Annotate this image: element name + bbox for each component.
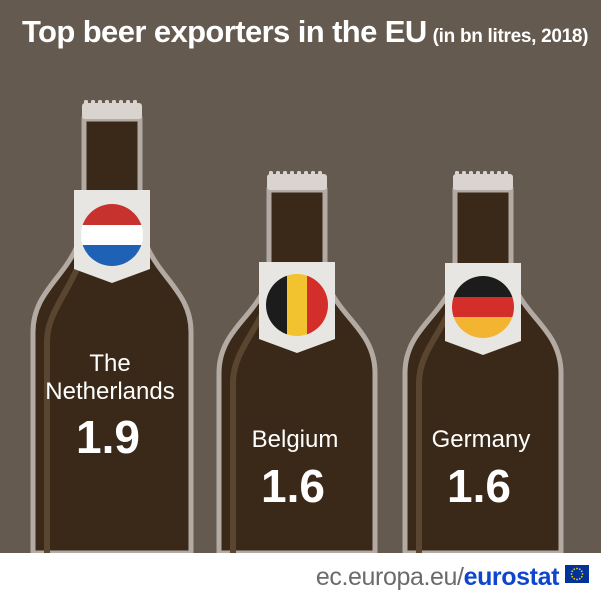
flag-stripe [81,204,143,225]
bottle-cap-2 [453,174,513,191]
eu-flag-star [571,575,574,578]
bottle-cap-ridge [318,171,322,177]
eu-flag-star [570,573,573,575]
category-label: The [89,350,130,377]
flag-stripe [81,245,143,266]
eu-flag-star [580,575,583,578]
bottle-cap-ridge [497,171,501,177]
bottle-cap-ridge [455,171,459,177]
eu-flag-star [576,567,578,570]
flag-stripe [307,274,328,336]
flag-stripe [287,274,307,336]
eu-flag-field [565,565,589,583]
footer-brand: eurostat [463,563,560,591]
category-label: Belgium [252,426,339,453]
bottle-cap-ridge [126,100,130,105]
eu-flag-star [573,577,576,580]
value-label: 1.9 [76,411,140,463]
flag-stripe [452,297,514,317]
bottle-cap-ridge [469,171,473,177]
bottle-cap-ridge [504,171,508,177]
flag-stripe [81,225,143,245]
bottle-cap-ridge [91,100,95,105]
bottle-cap-ridge [483,171,487,177]
chart-title: Top beer exporters in the EU [22,14,427,49]
bottle-cap-0 [82,103,142,119]
category-label: Netherlands [45,378,174,405]
eu-flag-star [576,578,578,581]
bottle-cap-ridge [98,100,102,105]
footer-site: ec.europa.eu/ [315,563,464,591]
footer: ec.europa.eu/eurostat [0,553,601,601]
flag-stripe [266,274,287,336]
category-label: Germany [432,426,531,453]
bottle-cap-ridge [119,100,123,105]
belgium-flag [266,274,328,336]
bottle-cap-ridge [311,171,315,177]
bottle-cap-ridge [297,171,301,177]
bottle-cap-ridge [269,171,273,177]
bottle-cap-ridge [304,171,308,177]
bottle-cap-1 [267,174,327,191]
bottle-cap-ridge [290,171,294,177]
bottle-cap-ridge [105,100,109,105]
bottle-cap-ridge [490,171,494,177]
eu-flag-icon [565,565,589,583]
value-label: 1.6 [261,460,325,512]
germany-flag [452,276,514,338]
eu-flag-star [573,568,576,571]
eu-flag-star [581,573,584,575]
bottle-cap-ridge [476,171,480,177]
bottle-cap-ridge [276,171,280,177]
flag-stripe [452,276,514,297]
eu-flag-star [571,570,574,573]
netherlands-flag [81,204,143,266]
value-label: 1.6 [447,460,511,512]
eu-flag-star [578,577,581,580]
bottle-cap-ridge [133,100,137,105]
bottle-cap-ridge [84,100,88,105]
bottle-cap-ridge [283,171,287,177]
chart-subtitle: (in bn litres, 2018) [432,26,589,47]
footer-url[interactable]: ec.europa.eu/eurostat [315,563,560,592]
bottle-cap-ridge [112,100,116,105]
eu-flag-star [578,568,581,571]
bottle-cap-ridge [462,171,466,177]
title-row: Top beer exporters in the EU (in bn litre… [22,14,589,50]
flag-stripe [452,317,514,338]
eu-flag-star [580,570,583,573]
bottle-0 [30,116,194,553]
